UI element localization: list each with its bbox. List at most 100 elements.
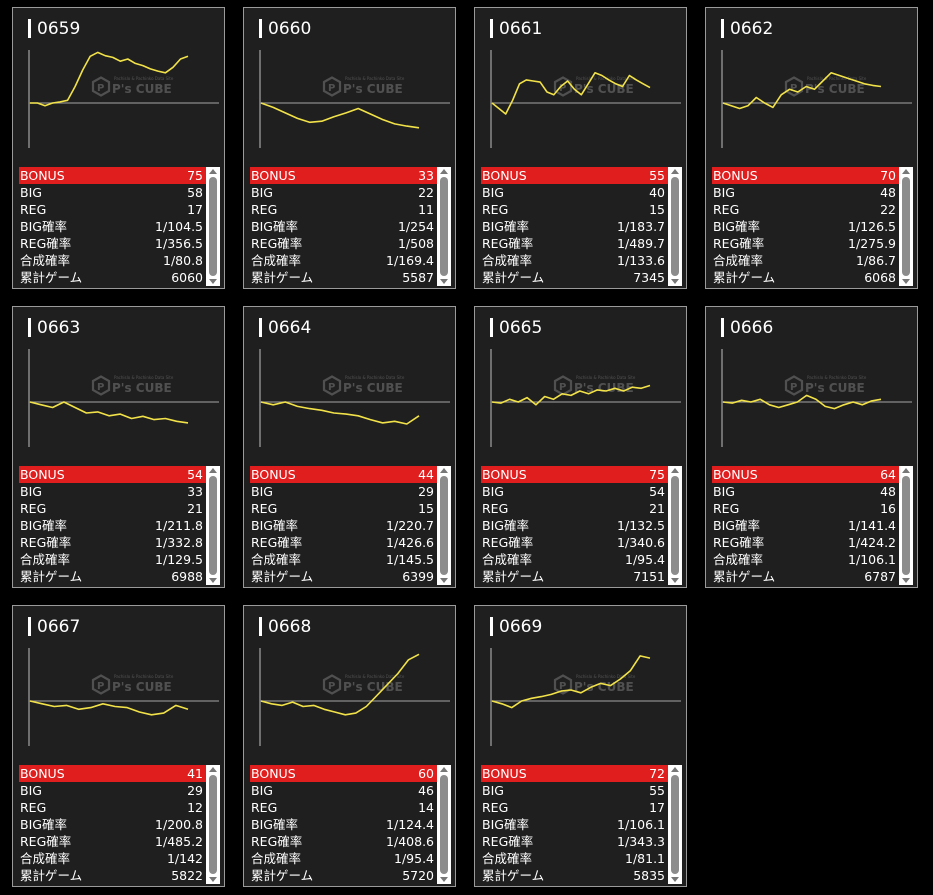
scroll-down-icon[interactable] bbox=[209, 877, 217, 882]
stat-label: REG bbox=[251, 800, 278, 815]
machine-card[interactable]: 0661 P P's CUBE Pachislo & Pachinko Data Si… bbox=[474, 7, 687, 289]
machine-number[interactable]: 0666 bbox=[730, 318, 774, 338]
scroll-thumb[interactable] bbox=[209, 775, 217, 874]
stat-row-bonus: BONUS 60 bbox=[250, 765, 437, 782]
machine-card[interactable]: 0662 P P's CUBE Pachislo & Pachinko Data Si… bbox=[705, 7, 918, 289]
stats-scrollbar[interactable] bbox=[206, 466, 220, 585]
stats-scrollbar[interactable] bbox=[668, 167, 682, 286]
machine-number[interactable]: 0664 bbox=[268, 318, 312, 338]
machine-card[interactable]: 0664 P P's CUBE Pachislo & Pachinko Data Si… bbox=[243, 306, 456, 588]
stat-label: BIG bbox=[251, 484, 273, 499]
scroll-thumb[interactable] bbox=[209, 177, 217, 276]
stat-label: BONUS bbox=[482, 766, 527, 781]
stat-row-reg-rate: REG確率 1/485.2 bbox=[19, 833, 206, 850]
stat-row-bonus: BONUS 64 bbox=[712, 466, 899, 483]
stat-value: 1/408.6 bbox=[386, 834, 434, 849]
stat-row-games: 累計ゲーム 6399 bbox=[250, 568, 437, 585]
stat-row-total-rate: 合成確率 1/142 bbox=[19, 850, 206, 867]
slump-line bbox=[30, 51, 189, 107]
stats-scrollbar[interactable] bbox=[206, 167, 220, 286]
scroll-down-icon[interactable] bbox=[902, 279, 910, 284]
stat-label: 累計ゲーム bbox=[20, 270, 83, 285]
stat-label: REG bbox=[20, 501, 47, 516]
machine-number[interactable]: 0662 bbox=[730, 19, 774, 39]
machine-card[interactable]: 0663 P P's CUBE Pachislo & Pachinko Data Si… bbox=[12, 306, 225, 588]
stat-row-total-rate: 合成確率 1/86.7 bbox=[712, 252, 899, 269]
stat-row-reg: REG 15 bbox=[481, 201, 668, 218]
stat-label: BIG bbox=[251, 185, 273, 200]
scroll-up-icon[interactable] bbox=[902, 169, 910, 174]
stats-scrollbar[interactable] bbox=[206, 765, 220, 884]
stat-row-big: BIG 46 bbox=[250, 782, 437, 799]
scroll-up-icon[interactable] bbox=[440, 169, 448, 174]
stat-label: BIG確率 bbox=[20, 518, 67, 533]
scroll-up-icon[interactable] bbox=[671, 169, 679, 174]
machine-number[interactable]: 0669 bbox=[499, 617, 543, 637]
stats-scrollbar[interactable] bbox=[437, 466, 451, 585]
stat-value: 11 bbox=[418, 202, 434, 217]
stat-value: 1/95.4 bbox=[394, 851, 434, 866]
scroll-down-icon[interactable] bbox=[440, 578, 448, 583]
stats-scrollbar[interactable] bbox=[899, 167, 913, 286]
scroll-down-icon[interactable] bbox=[671, 877, 679, 882]
stat-value: 55 bbox=[649, 168, 665, 183]
stats-scrollbar[interactable] bbox=[668, 765, 682, 884]
scroll-down-icon[interactable] bbox=[671, 578, 679, 583]
scroll-thumb[interactable] bbox=[209, 476, 217, 575]
scroll-down-icon[interactable] bbox=[440, 279, 448, 284]
scroll-thumb[interactable] bbox=[671, 775, 679, 874]
stats-scrollbar[interactable] bbox=[899, 466, 913, 585]
scroll-thumb[interactable] bbox=[440, 775, 448, 874]
scroll-down-icon[interactable] bbox=[209, 578, 217, 583]
stat-row-big-rate: BIG確率 1/183.7 bbox=[481, 218, 668, 235]
machine-number[interactable]: 0660 bbox=[268, 19, 312, 39]
machine-card[interactable]: 0668 P P's CUBE Pachislo & Pachinko Data Si… bbox=[243, 605, 456, 887]
stat-label: 合成確率 bbox=[713, 253, 764, 268]
stat-value: 70 bbox=[880, 168, 896, 183]
scroll-up-icon[interactable] bbox=[209, 468, 217, 473]
machine-card[interactable]: 0659 P P's CUBE Pachislo & Pachinko Data Si… bbox=[12, 7, 225, 289]
scroll-thumb[interactable] bbox=[440, 177, 448, 276]
stat-row-bonus: BONUS 55 bbox=[481, 167, 668, 184]
scroll-down-icon[interactable] bbox=[902, 578, 910, 583]
scroll-thumb[interactable] bbox=[671, 476, 679, 575]
scroll-down-icon[interactable] bbox=[440, 877, 448, 882]
stat-label: 累計ゲーム bbox=[713, 270, 776, 285]
machine-card[interactable]: 0666 P P's CUBE Pachislo & Pachinko Data Si… bbox=[705, 306, 918, 588]
machine-number[interactable]: 0661 bbox=[499, 19, 543, 39]
stat-value: 41 bbox=[187, 766, 203, 781]
scroll-up-icon[interactable] bbox=[671, 468, 679, 473]
scroll-up-icon[interactable] bbox=[209, 169, 217, 174]
scroll-up-icon[interactable] bbox=[209, 767, 217, 772]
stat-label: REG確率 bbox=[713, 535, 765, 550]
scroll-up-icon[interactable] bbox=[902, 468, 910, 473]
machine-card[interactable]: 0665 P P's CUBE Pachislo & Pachinko Data Si… bbox=[474, 306, 687, 588]
stat-value: 1/254 bbox=[397, 219, 434, 234]
machine-card[interactable]: 0669 P P's CUBE Pachislo & Pachinko Data Si… bbox=[474, 605, 687, 887]
stats-scrollbar[interactable] bbox=[668, 466, 682, 585]
scroll-thumb[interactable] bbox=[902, 476, 910, 575]
scroll-up-icon[interactable] bbox=[440, 767, 448, 772]
scroll-thumb[interactable] bbox=[671, 177, 679, 276]
machine-number[interactable]: 0663 bbox=[37, 318, 81, 338]
stats-scrollbar[interactable] bbox=[437, 765, 451, 884]
scroll-down-icon[interactable] bbox=[209, 279, 217, 284]
scroll-up-icon[interactable] bbox=[671, 767, 679, 772]
stat-row-reg-rate: REG確率 1/332.8 bbox=[19, 534, 206, 551]
machine-card[interactable]: 0667 P P's CUBE Pachislo & Pachinko Data Si… bbox=[12, 605, 225, 887]
scroll-thumb[interactable] bbox=[440, 476, 448, 575]
scroll-thumb[interactable] bbox=[902, 177, 910, 276]
machine-number[interactable]: 0667 bbox=[37, 617, 81, 637]
stat-label: REG確率 bbox=[482, 834, 534, 849]
machine-number[interactable]: 0665 bbox=[499, 318, 543, 338]
stats-scrollbar[interactable] bbox=[437, 167, 451, 286]
machine-number[interactable]: 0668 bbox=[268, 617, 312, 637]
scroll-up-icon[interactable] bbox=[440, 468, 448, 473]
machine-card[interactable]: 0660 P P's CUBE Pachislo & Pachinko Data Si… bbox=[243, 7, 456, 289]
stat-value: 1/275.9 bbox=[848, 236, 896, 251]
machine-number[interactable]: 0659 bbox=[37, 19, 81, 39]
stat-label: 合成確率 bbox=[482, 552, 533, 567]
watermark-brand: P's CUBE bbox=[343, 82, 403, 96]
scroll-down-icon[interactable] bbox=[671, 279, 679, 284]
